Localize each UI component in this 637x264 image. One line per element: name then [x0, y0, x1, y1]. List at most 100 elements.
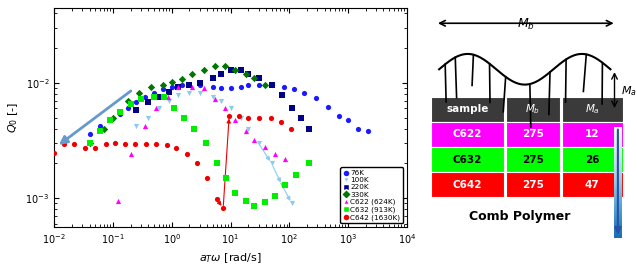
Point [296, 115, 306, 120]
Point [266, 83, 276, 87]
Point [120, 142, 130, 146]
Point [162, 143, 172, 147]
Point [195, 83, 205, 87]
Point [154, 106, 164, 111]
Bar [562, 97, 622, 122]
Point [217, 72, 227, 76]
Point [95, 129, 105, 134]
Point [149, 95, 159, 99]
Point [141, 142, 151, 146]
Point [287, 106, 297, 111]
Point [266, 115, 276, 120]
Bar [431, 97, 504, 122]
Point [164, 99, 174, 103]
Text: 275: 275 [522, 155, 544, 165]
Point [125, 152, 136, 157]
Point [243, 83, 254, 88]
Point [322, 105, 333, 109]
Point [105, 117, 115, 122]
Bar [562, 147, 622, 172]
Point [105, 117, 115, 122]
Point [254, 76, 264, 80]
Text: $M_a$: $M_a$ [620, 84, 636, 98]
Point [291, 173, 301, 177]
Text: sample: sample [446, 104, 489, 114]
Point [249, 76, 259, 80]
Point [108, 115, 118, 120]
Point [249, 204, 259, 209]
Point [220, 64, 230, 68]
Text: $M_a$: $M_a$ [585, 102, 600, 116]
Point [115, 110, 125, 114]
Point [136, 97, 146, 101]
Point [343, 117, 353, 122]
Point [280, 157, 290, 161]
Point [149, 91, 159, 95]
Point [184, 83, 194, 87]
Point [236, 115, 246, 120]
Point [173, 85, 183, 89]
Point [152, 106, 162, 111]
Point [167, 85, 177, 89]
Point [270, 194, 280, 198]
Point [140, 124, 150, 129]
Point [270, 152, 280, 157]
Point [217, 99, 227, 103]
Point [259, 144, 269, 149]
Text: 12: 12 [585, 129, 599, 139]
Point [199, 86, 209, 90]
Point [304, 161, 315, 166]
Point [236, 68, 246, 72]
Point [40, 197, 50, 201]
Point [249, 138, 259, 142]
Point [201, 141, 211, 145]
Point [225, 68, 236, 72]
Point [147, 85, 157, 89]
Point [167, 80, 177, 84]
Point [101, 142, 111, 146]
Point [243, 115, 254, 120]
Legend: 76K, 100K, 220K, 330K, C622 (624K), C632 (913K), C642 (1630K): 76K, 100K, 220K, 330K, C622 (624K), C632… [340, 167, 403, 223]
Point [80, 145, 90, 150]
Point [178, 115, 189, 120]
Point [143, 115, 154, 120]
Point [240, 129, 250, 134]
Point [187, 72, 197, 76]
Point [99, 127, 109, 131]
Point [354, 127, 364, 131]
Point [199, 68, 209, 72]
Point [304, 127, 315, 131]
Point [85, 141, 95, 145]
Point [230, 191, 240, 196]
Point [187, 85, 197, 89]
Point [157, 83, 168, 87]
Point [208, 76, 218, 80]
X-axis label: $a_T\omega$ [rad/s]: $a_T\omega$ [rad/s] [199, 251, 262, 264]
Text: 26: 26 [585, 155, 599, 165]
Point [192, 161, 202, 166]
Point [131, 100, 141, 104]
Bar [431, 172, 504, 197]
Point [310, 96, 320, 100]
Point [189, 127, 199, 131]
Point [254, 141, 264, 145]
Point [287, 201, 297, 206]
Bar [506, 122, 560, 147]
Point [85, 141, 95, 145]
Text: $M_b$: $M_b$ [517, 17, 535, 32]
Point [234, 114, 244, 118]
Point [220, 106, 230, 111]
Point [277, 93, 287, 97]
Bar [562, 122, 622, 147]
Point [195, 91, 205, 95]
Point [95, 124, 105, 129]
Bar [562, 172, 622, 197]
Point [152, 142, 162, 146]
Point [173, 93, 183, 97]
Point [130, 142, 140, 146]
Point [243, 72, 254, 76]
Point [243, 127, 254, 131]
Point [113, 199, 123, 203]
Point [210, 97, 220, 101]
Point [208, 95, 218, 100]
